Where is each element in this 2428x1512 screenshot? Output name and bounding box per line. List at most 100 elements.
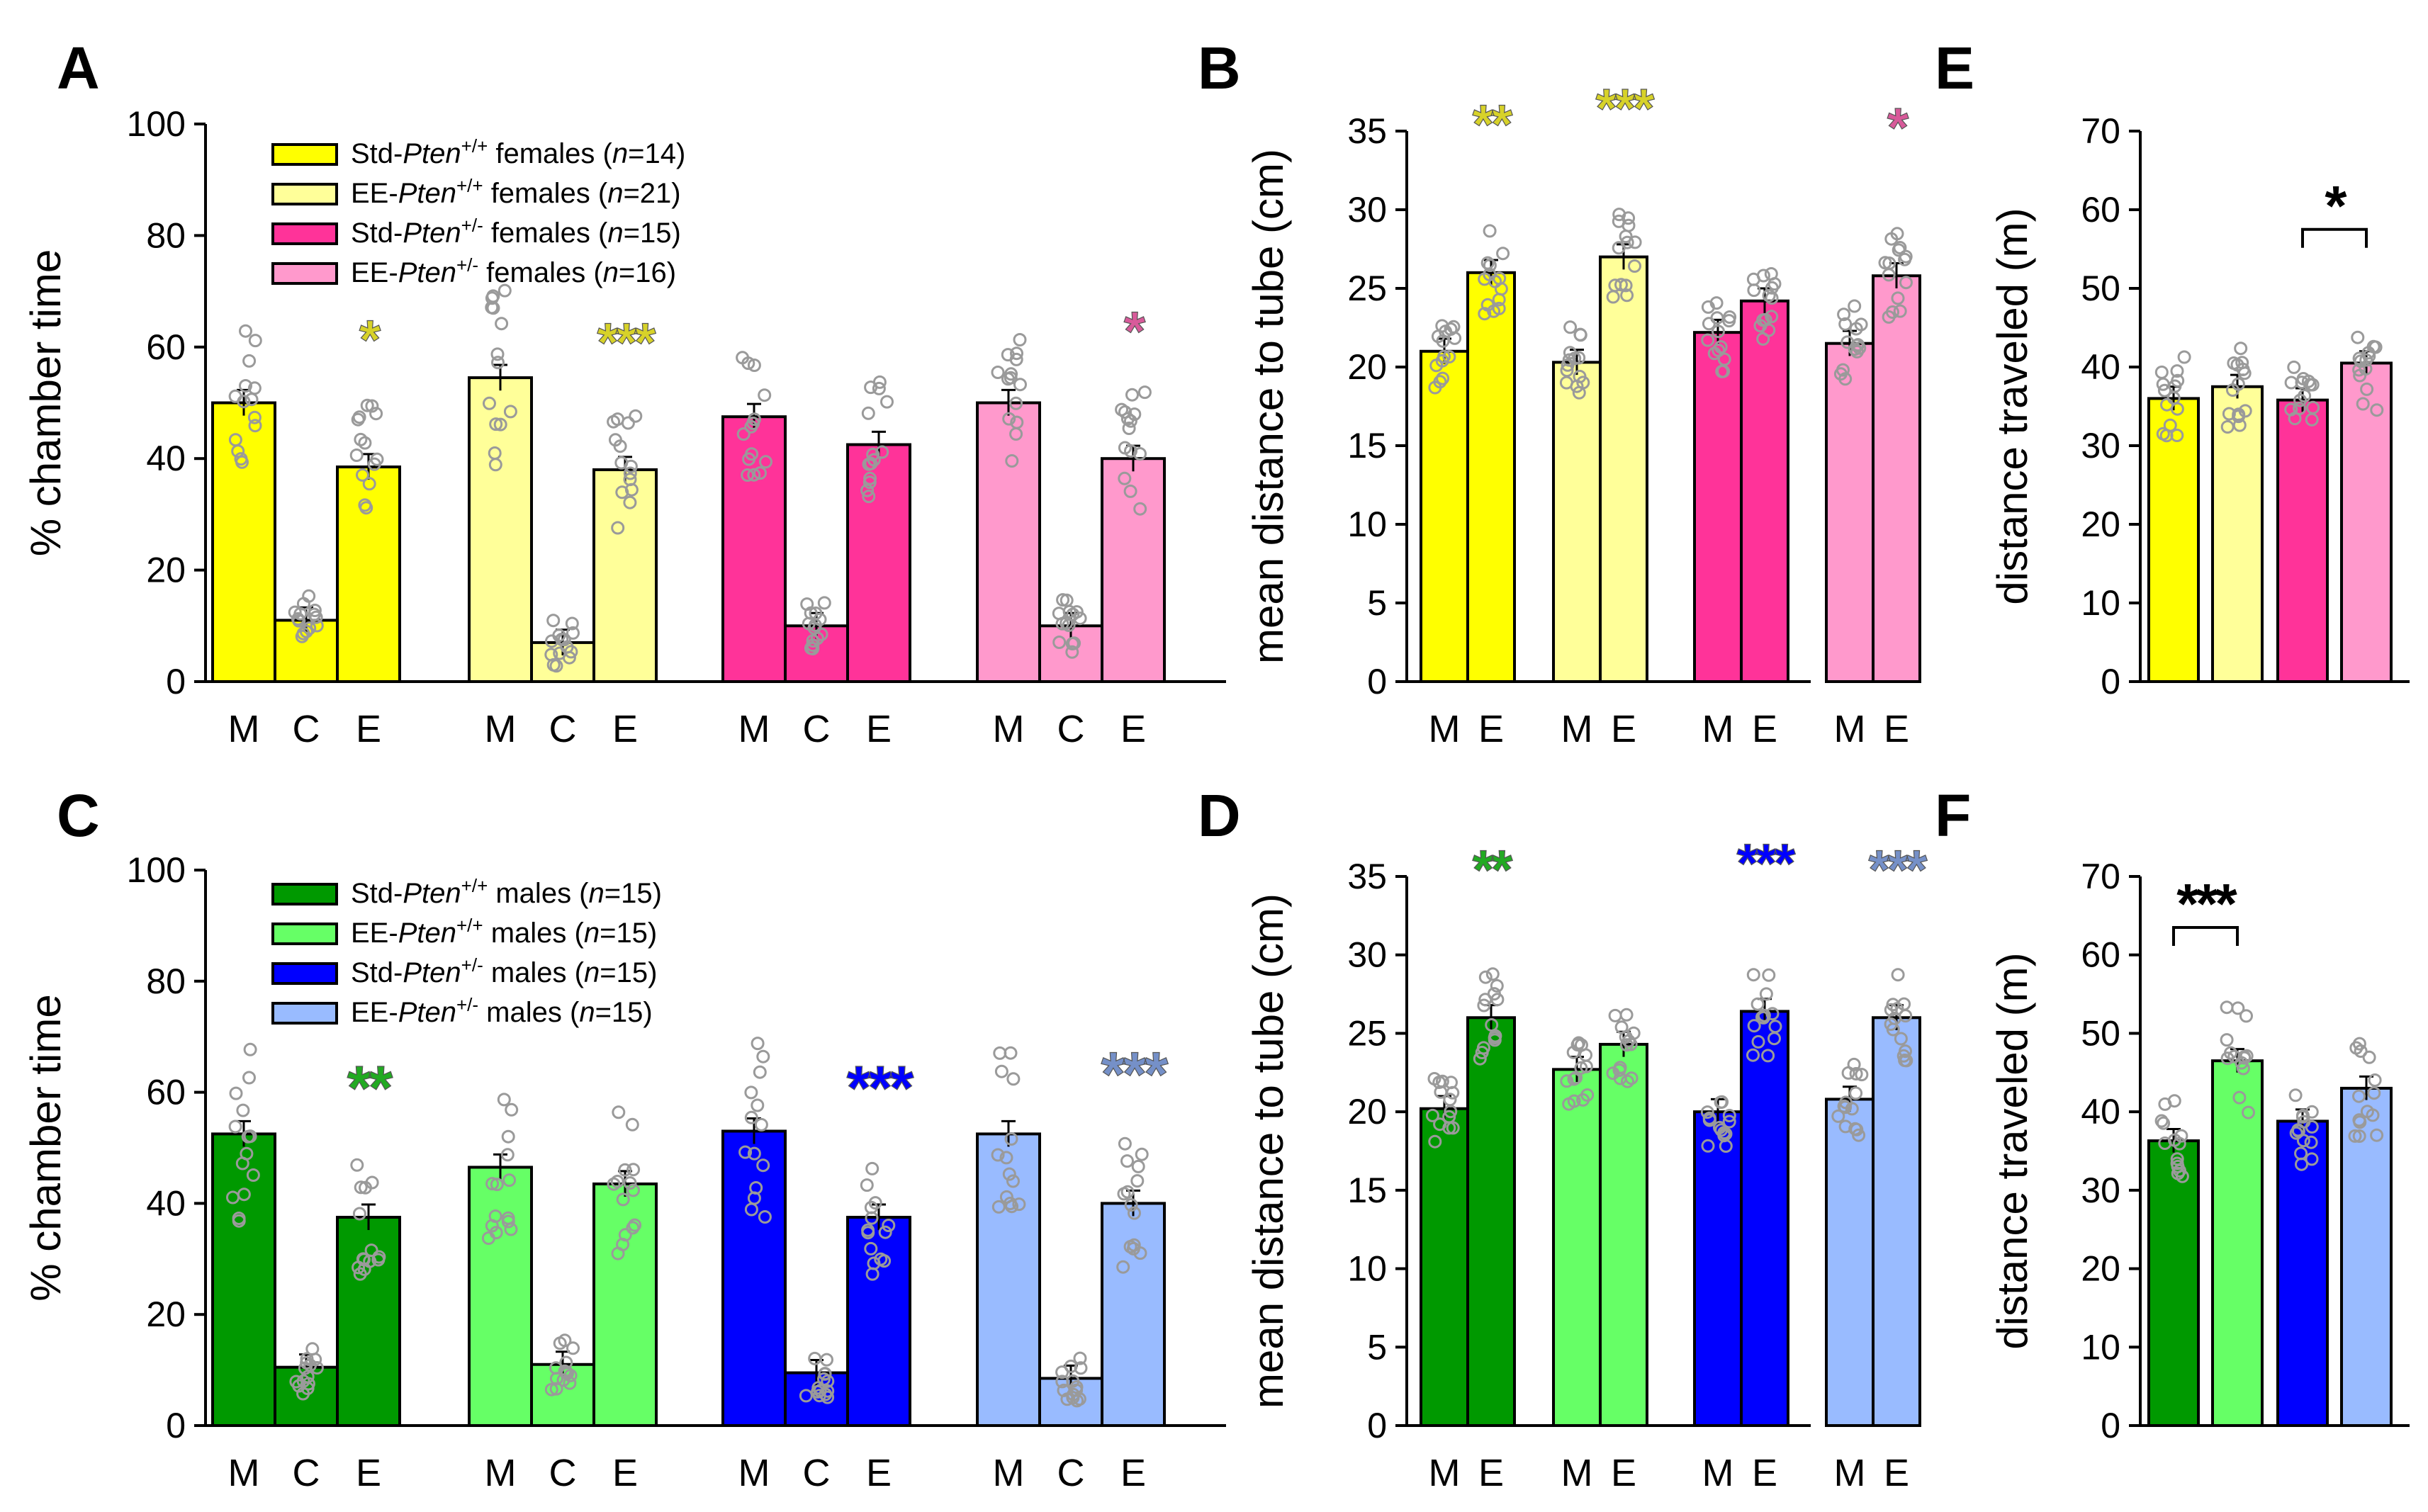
data-point bbox=[364, 1243, 378, 1258]
significance-marker: *** bbox=[1595, 77, 1655, 140]
y-tick-label: 40 bbox=[146, 439, 186, 478]
legend-text-part: n bbox=[584, 918, 600, 949]
data-point bbox=[1612, 214, 1626, 228]
bar-M bbox=[211, 1132, 276, 1428]
data-point bbox=[1886, 305, 1899, 319]
data-point bbox=[2234, 342, 2248, 356]
data-point bbox=[624, 483, 639, 497]
data-point bbox=[2368, 340, 2383, 354]
data-point bbox=[2154, 365, 2169, 379]
data-point bbox=[1116, 1260, 1130, 1274]
data-point bbox=[882, 1219, 896, 1232]
y-axis-label: % chamber time bbox=[22, 994, 69, 1301]
data-point bbox=[1716, 364, 1731, 378]
bar-M bbox=[721, 1129, 787, 1427]
bar-E bbox=[1101, 1202, 1166, 1428]
data-point bbox=[1130, 1174, 1145, 1188]
data-point bbox=[1126, 1241, 1140, 1256]
data-point bbox=[2156, 427, 2170, 441]
data-point bbox=[1849, 322, 1863, 336]
data-point bbox=[490, 347, 505, 361]
data-point bbox=[1133, 1246, 1147, 1260]
data-point bbox=[2352, 1129, 2366, 1143]
y-axis-label: mean distance to tube (cm) bbox=[1244, 893, 1292, 1409]
data-point bbox=[1496, 247, 1510, 261]
significance-marker: * bbox=[1124, 300, 1146, 362]
data-point bbox=[2238, 404, 2252, 418]
y-tick-label: 40 bbox=[146, 1183, 186, 1223]
data-point bbox=[1628, 259, 1641, 273]
legend-text-part: +/- bbox=[461, 215, 483, 236]
data-point bbox=[310, 619, 324, 633]
data-point bbox=[359, 501, 373, 515]
data-point bbox=[1619, 230, 1633, 244]
data-point bbox=[2160, 397, 2174, 412]
data-point bbox=[1762, 288, 1776, 303]
data-point bbox=[1707, 346, 1721, 361]
x-tick-label: M bbox=[738, 1452, 770, 1494]
data-point bbox=[1882, 256, 1896, 270]
data-point bbox=[1891, 291, 1905, 305]
panel-E: 0 10 20 30 40 50 60 70 distance traveled (m) E * bbox=[1935, 35, 2410, 701]
data-point bbox=[747, 468, 761, 482]
data-point bbox=[1624, 1071, 1639, 1085]
data-point bbox=[1002, 1167, 1016, 1181]
data-point bbox=[2232, 1090, 2247, 1105]
data-point bbox=[1477, 998, 1491, 1012]
data-point bbox=[1765, 281, 1779, 295]
data-point bbox=[1052, 636, 1067, 649]
data-point bbox=[1004, 1132, 1018, 1146]
data-point bbox=[2154, 1114, 2169, 1128]
significance-marker: * bbox=[359, 308, 381, 371]
legend-text-part: =15) bbox=[595, 997, 653, 1028]
bar-M bbox=[468, 1166, 533, 1427]
data-point bbox=[2352, 1089, 2366, 1103]
data-point bbox=[1124, 1198, 1138, 1212]
data-point bbox=[863, 471, 877, 485]
significance-marker: *** bbox=[1101, 1039, 1169, 1109]
data-point bbox=[1561, 358, 1575, 372]
data-point bbox=[1850, 344, 1864, 359]
y-tick-label: 60 bbox=[146, 1073, 186, 1112]
y-tick-label: 20 bbox=[146, 1294, 186, 1334]
data-point bbox=[1894, 1032, 1908, 1046]
data-point bbox=[1847, 1057, 1861, 1071]
data-point bbox=[999, 1190, 1013, 1204]
bar-E bbox=[336, 466, 401, 683]
legend-text-part: =21) bbox=[623, 178, 680, 209]
data-point bbox=[1747, 283, 1761, 298]
legend-label: Std-Pten+/+ females (n=14) bbox=[351, 135, 685, 169]
y-tick-label: 60 bbox=[2081, 190, 2120, 230]
legend-text-part: =16) bbox=[619, 257, 676, 288]
data-point bbox=[821, 1374, 835, 1388]
bar-M bbox=[211, 401, 276, 683]
data-point bbox=[756, 1158, 770, 1173]
y-tick-label: 35 bbox=[1347, 857, 1387, 896]
data-point bbox=[560, 1365, 573, 1380]
data-point bbox=[1065, 645, 1079, 659]
bar-E bbox=[1101, 457, 1166, 683]
data-point bbox=[483, 396, 496, 410]
data-point bbox=[623, 466, 637, 480]
data-point bbox=[1612, 208, 1626, 222]
data-point bbox=[1702, 317, 1716, 331]
data-point bbox=[1562, 1097, 1576, 1111]
y-tick-label: 15 bbox=[1347, 426, 1387, 466]
legend-text-part: females ( bbox=[483, 218, 608, 249]
data-point bbox=[231, 444, 245, 458]
data-point bbox=[247, 410, 262, 424]
legend-swatch bbox=[271, 143, 338, 166]
x-tick-label: M bbox=[485, 708, 517, 750]
data-point bbox=[736, 427, 751, 441]
data-point bbox=[813, 612, 827, 626]
legend: Std-Pten+/+ females (n=14)EE-Pten+/+ fem… bbox=[271, 135, 685, 288]
data-point bbox=[623, 1176, 637, 1190]
data-point bbox=[2220, 1000, 2234, 1015]
data-point bbox=[862, 490, 876, 504]
legend-text-part: n bbox=[607, 178, 623, 209]
data-point bbox=[2163, 418, 2177, 432]
data-point bbox=[309, 610, 323, 624]
data-point bbox=[1475, 1046, 1489, 1059]
data-point bbox=[1886, 998, 1900, 1012]
panel-letter: E bbox=[1935, 35, 1974, 101]
